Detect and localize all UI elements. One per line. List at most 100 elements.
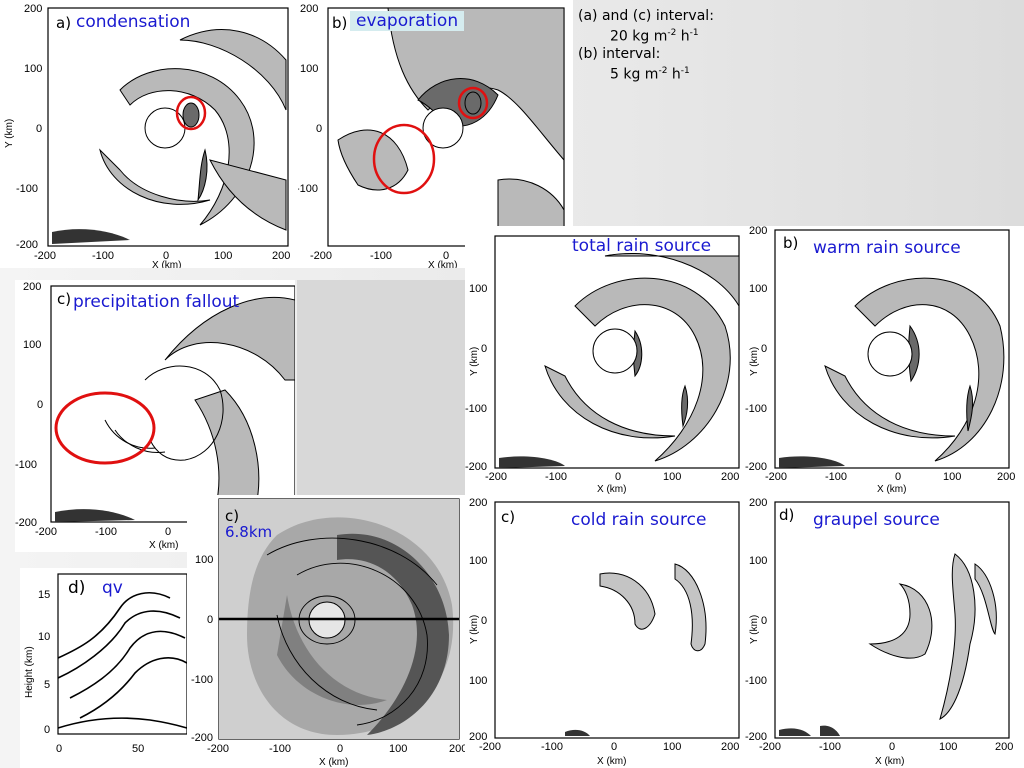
x-axis-label: X (km) (152, 260, 181, 268)
x-tick-label: 0 (337, 743, 343, 755)
y-tick-label: 15 (38, 589, 50, 601)
panel-letter: c) (501, 508, 516, 526)
y-tick-label: 200 (749, 497, 767, 509)
y-tick-label: 0 (316, 123, 322, 135)
y-tick-label: 200 (23, 281, 41, 293)
panel-letter: d) (779, 506, 795, 524)
graupel-plot: 200 100 0 -100 -200 -200 -100 0 100 200 … (745, 497, 1013, 767)
y-tick-label: -200 (191, 732, 213, 744)
panel-letter: a) (56, 14, 72, 32)
y-tick-label: 0 (481, 615, 487, 627)
panel-title: 6.8km (225, 523, 273, 541)
y-tick-label: 200 (24, 3, 42, 15)
x-axis-label: X (km) (149, 540, 178, 551)
y-tick-label: -200 (16, 239, 38, 251)
x-tick-label: -200 (34, 250, 56, 262)
evaporation-panel: 200 100 0 -100 -200 -100 0 100 200 X (km… (298, 0, 573, 268)
qv-plot: 15 10 5 0 0 50 Height (km) (24, 573, 187, 755)
x-tick-label: -100 (92, 250, 114, 262)
evaporation-plot: 200 100 0 -100 -200 -100 0 100 200 X (km… (298, 3, 568, 268)
note-line: 20 kg m-2 h-1 (610, 28, 699, 45)
x-tick-label: -100 (95, 526, 117, 538)
panel-title: precipitation fallout (73, 292, 240, 312)
panel-title: condensation (76, 12, 191, 32)
x-tick-label: -100 (370, 250, 392, 262)
x-axis-label: X (km) (597, 484, 626, 494)
panel-letter: b) (783, 234, 799, 252)
x-tick-label: 100 (663, 741, 681, 753)
panel-title: warm rain source (813, 238, 961, 258)
warm-rain-plot: 200 100 0 -100 -200 -200 -100 0 100 200 … (745, 226, 1015, 494)
x-axis-label: X (km) (428, 260, 457, 268)
y-tick-label: 100 (23, 339, 41, 351)
x-tick-label: 0 (443, 250, 449, 262)
x-tick-label: 0 (895, 471, 901, 483)
x-tick-label: 0 (611, 741, 617, 753)
y-tick-label: 100 (749, 283, 767, 295)
y-axis-label: Y (km) (469, 347, 480, 376)
x-tick-label: -200 (485, 471, 507, 483)
y-tick-label: 0 (36, 123, 42, 135)
y-tick-label: 100 (24, 63, 42, 75)
interval-notes: (a) and (c) interval: 20 kg m-2 h-1 (b) … (578, 8, 714, 83)
x-axis-label: X (km) (597, 756, 626, 767)
panel-letter: c) (225, 507, 240, 525)
y-axis-label: Y (km) (749, 615, 760, 644)
x-tick-label: 50 (132, 743, 144, 755)
x-tick-label: 100 (663, 471, 681, 483)
y-tick-label: 10 (38, 631, 50, 643)
x-axis-label: X (km) (319, 757, 348, 768)
panel-title: graupel source (813, 510, 940, 530)
panel-letter: b) (332, 14, 348, 32)
y-tick-label: 0 (761, 615, 767, 627)
y-tick-label: 100 (469, 675, 487, 687)
x-tick-label: -100 (825, 471, 847, 483)
x-tick-label: 0 (163, 250, 169, 262)
x-tick-label: 200 (449, 743, 465, 755)
x-tick-label: 200 (995, 741, 1013, 753)
condensation-panel: 200 100 0 -100 -200 -200 -100 0 100 200 … (0, 0, 298, 268)
panel-title: qv (102, 578, 123, 598)
condensation-plot: 200 100 0 -100 -200 -200 -100 0 100 200 … (4, 3, 290, 268)
y-axis-label: Y (km) (4, 119, 15, 148)
x-tick-label: 100 (389, 743, 407, 755)
x-tick-label: 0 (615, 471, 621, 483)
y-tick-label: 200 (300, 3, 318, 15)
cold-rain-plot: 200 100 0 100 200 -200 -100 0 100 200 X … (469, 497, 740, 767)
y-tick-label: 100 (749, 555, 767, 567)
y-tick-label: -100 (745, 675, 767, 687)
cold-rain-panel: 200 100 0 100 200 -200 -100 0 100 200 X … (465, 494, 745, 768)
x-tick-label: 100 (943, 471, 961, 483)
panel-title: cold rain source (571, 510, 707, 530)
y-tick-label: 200 (469, 731, 487, 743)
x-tick-label: 100 (214, 250, 232, 262)
y-tick-label: 0 (761, 343, 767, 355)
y-tick-label: 0 (207, 614, 213, 626)
y-tick-label: -200 (745, 731, 767, 743)
panel-letter: d) (68, 578, 86, 598)
y-tick-label: -100 (298, 183, 318, 195)
y-tick-label: -200 (15, 517, 37, 529)
y-tick-label: 0 (481, 343, 487, 355)
x-tick-label: -100 (545, 471, 567, 483)
x-tick-label: 200 (997, 471, 1015, 483)
y-tick-label: 100 (195, 554, 213, 566)
note-line: (b) interval: (578, 45, 661, 62)
y-tick-label: 0 (44, 724, 50, 736)
x-tick-label: 200 (272, 250, 290, 262)
note-line: (a) and (c) interval: (578, 8, 714, 24)
x-tick-label: -200 (207, 743, 229, 755)
y-axis-label: Y (km) (469, 615, 480, 644)
x-tick-label: -200 (765, 471, 787, 483)
panel-title: evaporation (350, 11, 465, 31)
y-tick-label: 200 (749, 226, 767, 237)
y-tick-label: -100 (191, 674, 213, 686)
x-tick-label: 100 (939, 741, 957, 753)
y-axis-label: Height (km) (24, 646, 35, 698)
y-axis-label: Y (km) (749, 347, 760, 376)
y-tick-label: 5 (44, 679, 50, 691)
x-tick-label: -200 (310, 250, 332, 262)
panel-title: total rain source (572, 236, 712, 256)
y-tick-label: 0 (37, 399, 43, 411)
x-tick-label: -100 (269, 743, 291, 755)
